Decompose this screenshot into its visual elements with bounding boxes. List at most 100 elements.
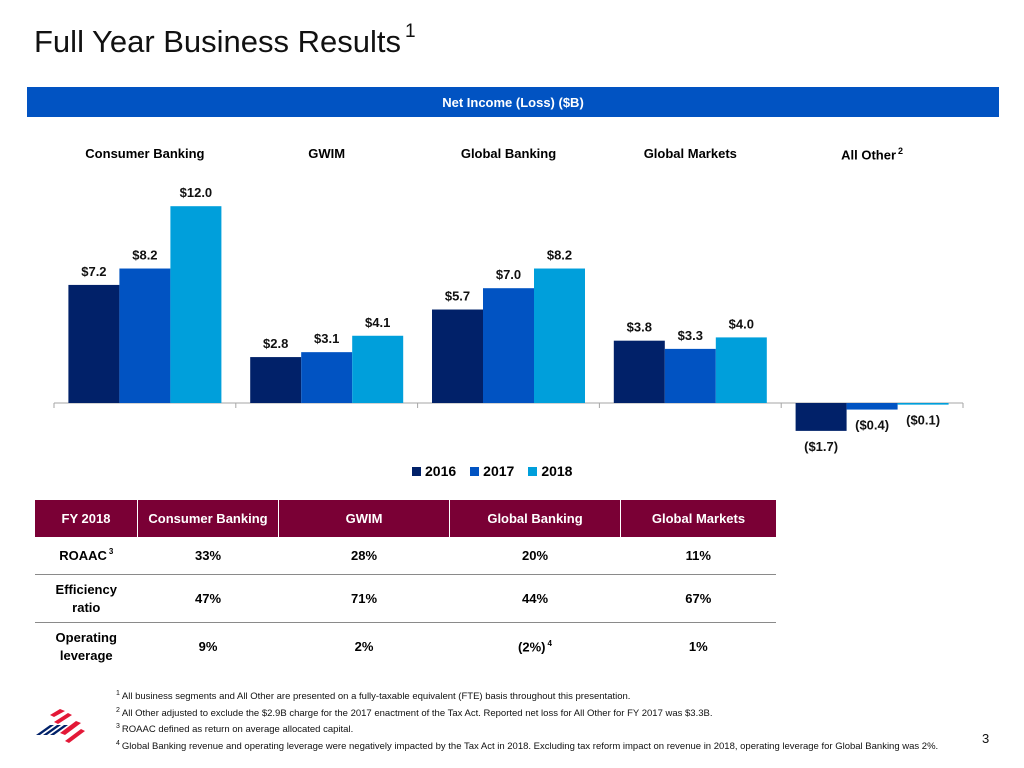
row-label-cell: Operating leverage: [35, 623, 138, 671]
legend-label-2018: 2018: [541, 463, 573, 479]
logo-blue-stripes: [36, 725, 68, 735]
chart-banner: Net Income (Loss) ($B): [27, 87, 999, 117]
category-header: Global Markets: [599, 146, 781, 161]
table-cell: 20%: [449, 537, 621, 575]
footnote-number: 3: [116, 723, 120, 731]
legend-swatch-2018: [528, 466, 538, 476]
data-label: $8.2: [547, 248, 572, 263]
table-header-cell: Global Banking: [449, 500, 621, 537]
bar-2018-consumer-banking: [170, 206, 222, 403]
table-cell: 11%: [620, 537, 776, 575]
row-label: ROAAC: [59, 547, 107, 563]
category-header-label: All Other: [841, 147, 897, 163]
chart-legend: 2016 2017 2018: [412, 463, 572, 479]
table-cell: 71%: [278, 574, 450, 623]
row-label-cell: Efficiency ratio: [35, 574, 138, 623]
page-title-text: Full Year Business Results: [34, 24, 402, 59]
data-label: ($0.4): [855, 418, 889, 433]
footnote-number: 2: [116, 706, 120, 714]
fy2018-metrics-table: FY 2018 Consumer Banking GWIM Global Ban…: [35, 500, 776, 670]
bar-2017-global-banking: [483, 288, 534, 403]
footnote-4: 4 Global Banking revenue and operating le…: [116, 737, 976, 754]
title-footnote-marker: 1: [405, 20, 416, 42]
bar-2016-consumer-banking: [68, 284, 120, 403]
data-label: $8.2: [132, 248, 157, 263]
data-label: $3.3: [678, 328, 703, 343]
data-label: $4.1: [365, 315, 390, 330]
table-cell: 2%: [354, 639, 374, 654]
net-income-chart: $7.2 $2.8 $5.7 $3.8 ($1.7) $8.2 $3.1 $7.0 $3.3 ($…: [53, 185, 964, 454]
bar-2017-gwim: [301, 352, 353, 403]
bar-2017-consumer-banking: [119, 268, 171, 403]
footnote-marker: 3: [108, 547, 114, 557]
legend-item-2016: 2016: [412, 463, 456, 479]
legend-swatch-2017: [470, 466, 480, 476]
category-header-label: Consumer Banking: [85, 146, 205, 161]
data-label: ($1.7): [804, 439, 838, 454]
table-row-operating-leverage: Operating leverage 9% 2% (2%) 4 1%: [35, 623, 776, 671]
table-header-cell: Global Markets: [620, 500, 776, 537]
table-row-roaac: ROAAC 3 33% 28% 20% 11%: [35, 537, 776, 575]
bar-2017-all-other: [846, 403, 898, 410]
chart-banner-label: Net Income (Loss) ($B): [442, 94, 584, 110]
table-header-cell: GWIM: [278, 500, 450, 537]
page-title: Full Year Business Results 1: [34, 20, 416, 60]
legend-item-2018: 2018: [528, 463, 572, 479]
footnote-text: All business segments and All Other are …: [121, 691, 631, 703]
footnote-3: 3 ROAAC defined as return on average allo…: [116, 720, 976, 737]
table-header-row: FY 2018 Consumer Banking GWIM Global Ban…: [35, 500, 776, 537]
row-label-cell: ROAAC 3: [35, 537, 138, 575]
category-header-label: Global Banking: [460, 146, 557, 161]
footnote-text: All Other adjusted to exclude the $2.9B …: [121, 707, 713, 719]
legend-label-2016: 2016: [425, 463, 457, 479]
table-header-cell: Consumer Banking: [137, 500, 279, 537]
table-cell: (2%) 4: [450, 623, 621, 671]
table-header-cell: FY 2018: [35, 500, 138, 537]
table-cell: 1%: [688, 639, 708, 654]
bar-2018-all-other: [897, 403, 949, 405]
category-header: Consumer Banking: [54, 146, 236, 161]
table-cell: 44%: [449, 574, 621, 623]
row-label: Operating leverage: [55, 629, 117, 663]
bar-2016-gwim: [250, 357, 302, 403]
logo-red-stripes: [50, 709, 85, 743]
legend-item-2017: 2017: [470, 463, 514, 479]
footnote-number: 4: [116, 739, 120, 747]
legend-label-2017: 2017: [483, 463, 515, 479]
table-cell: 28%: [278, 537, 450, 575]
footnote-1: 1 All business segments and All Other are…: [116, 687, 976, 704]
category-header: All Other 2: [781, 146, 963, 162]
category-header-label: Global Markets: [643, 146, 737, 161]
category-header: Global Banking: [418, 146, 600, 161]
table-cell: 47%: [137, 574, 279, 623]
page-number: 3: [982, 731, 990, 746]
bar-2016-global-markets: [613, 340, 665, 403]
footnotes: 1 All business segments and All Other are…: [116, 687, 976, 754]
footnote-marker: 4: [547, 638, 552, 648]
footnote-marker: 2: [898, 146, 904, 156]
footnote-text: ROAAC defined as return on average alloc…: [121, 724, 354, 736]
bank-flag-logo-icon: [36, 709, 85, 743]
data-label: $7.2: [81, 264, 106, 279]
bar-2017-global-markets: [664, 348, 716, 403]
category-header: GWIM: [236, 146, 418, 161]
data-label: $2.8: [263, 336, 288, 351]
row-label: Efficiency ratio: [55, 581, 117, 615]
footnote-number: 1: [116, 690, 120, 697]
data-label: $3.1: [314, 331, 339, 346]
table-row-efficiency-ratio: Efficiency ratio 47% 71% 44% 67%: [35, 574, 776, 623]
data-label: $7.0: [496, 267, 521, 282]
footnote-text: Global Banking revenue and operating lev…: [121, 741, 939, 753]
bar-2018-global-markets: [715, 337, 767, 403]
table-cell: 67%: [620, 574, 776, 623]
data-label: $12.0: [180, 185, 213, 200]
table-cell-value: (2%): [518, 639, 546, 655]
table-cell: 33%: [137, 537, 279, 575]
data-label: $3.8: [627, 320, 652, 335]
bar-2018-global-banking: [534, 268, 585, 403]
bar-2016-all-other: [795, 403, 847, 431]
table-cell: 9%: [198, 639, 218, 654]
bar-2016-global-banking: [432, 309, 483, 403]
data-label: $4.0: [729, 316, 754, 331]
footnote-2: 2 All Other adjusted to exclude the $2.9B…: [116, 704, 976, 721]
